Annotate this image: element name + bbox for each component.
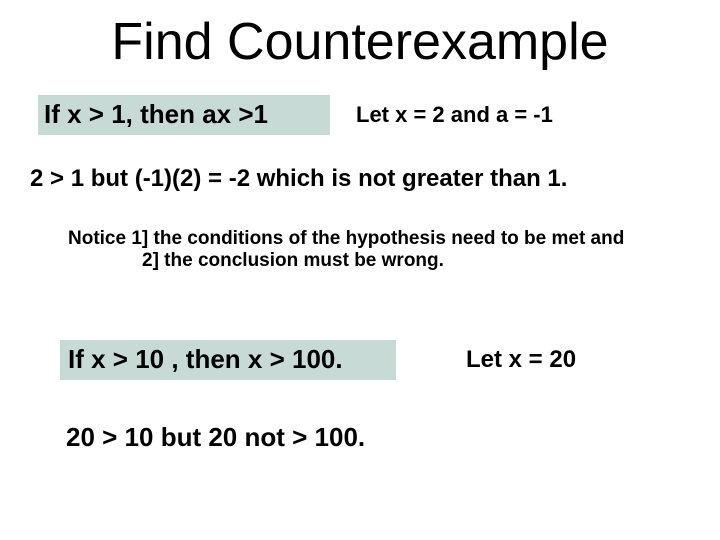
notice-line-2: 2] the conclusion must be wrong. — [142, 250, 444, 272]
result-2: 20 > 10 but 20 not > 100. — [66, 422, 365, 453]
let-2: Let x = 20 — [466, 346, 576, 374]
slide: Find Counterexample If x > 1, then ax >1… — [0, 0, 720, 540]
let-1: Let x = 2 and a = -1 — [356, 102, 553, 128]
result-1: 2 > 1 but (-1)(2) = -2 which is not grea… — [30, 165, 567, 193]
notice-line-1: Notice 1] the conditions of the hypothes… — [68, 228, 624, 250]
statement-1: If x > 1, then ax >1 — [44, 99, 268, 130]
slide-title: Find Counterexample — [0, 12, 720, 72]
statement-2: If x > 10 , then x > 100. — [68, 344, 343, 375]
